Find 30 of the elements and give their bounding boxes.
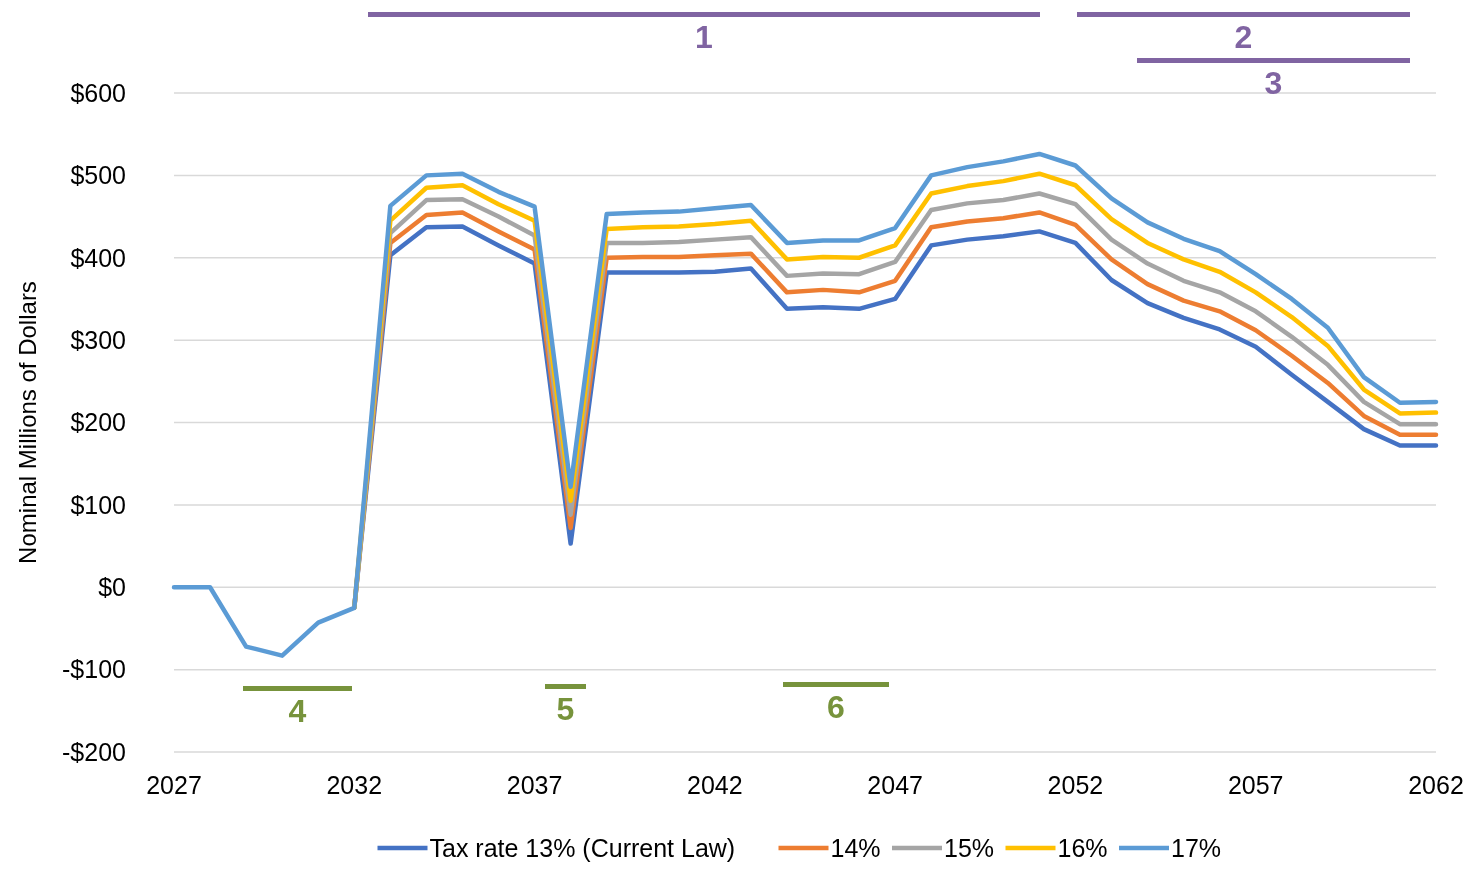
- y-tick-label: $0: [98, 573, 126, 601]
- x-tick-label: 2057: [1227, 771, 1284, 799]
- y-tick-label: $200: [70, 408, 126, 437]
- text: 2: [1234, 19, 1253, 55]
- legend-label: 15%: [944, 833, 995, 862]
- legend-label: 17%: [1171, 833, 1222, 862]
- legend-label: Tax rate 13% (Current Law): [429, 833, 736, 862]
- annotation: 4: [288, 693, 307, 729]
- legend-label: 16%: [1057, 833, 1108, 862]
- x-tick-label: 2052: [1047, 771, 1104, 799]
- y-tick-label: $100: [70, 490, 126, 519]
- line-series: [171, 151, 1439, 658]
- x-tick-label: 2032: [326, 771, 383, 799]
- annotation: 5: [556, 691, 575, 727]
- annotation: 6: [827, 689, 845, 725]
- x-tick-label: 2042: [687, 771, 743, 799]
- x-tick-label: 2027: [146, 771, 202, 799]
- y-tick-label: -$200: [62, 737, 126, 766]
- legend-label: 14%: [830, 833, 881, 862]
- y-tick-label: $300: [70, 325, 126, 354]
- y-tick-label: $400: [70, 243, 126, 272]
- y-axis-title: Nominal Millions of Dollars: [14, 281, 41, 564]
- x-tick-label: 2037: [506, 771, 563, 799]
- text: 1: [695, 19, 713, 55]
- y-tick-label: $600: [70, 78, 126, 107]
- annotation: 3: [1264, 65, 1283, 101]
- y-tick-label: -$100: [62, 655, 126, 684]
- x-tick-label: 2062: [1408, 771, 1464, 799]
- y-tick-label: $500: [70, 161, 126, 190]
- x-tick-label: 2047: [867, 771, 923, 799]
